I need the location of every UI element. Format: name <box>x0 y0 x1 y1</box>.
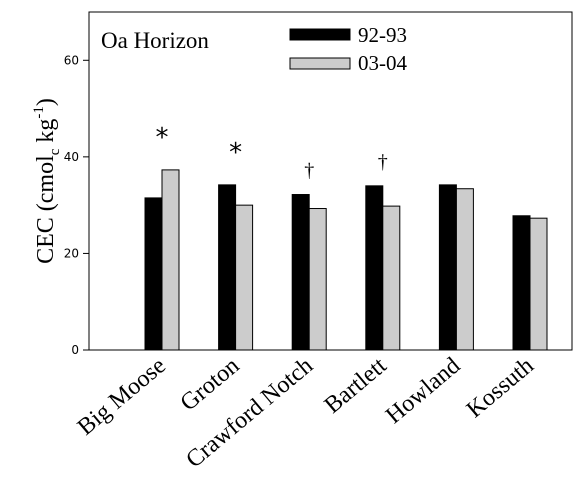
significance-marker-big-moose: * <box>156 123 169 153</box>
y-axis-label-part-4: ) <box>33 98 59 106</box>
bar-03-04-bartlett <box>382 205 401 351</box>
legend-label-03-04: 03-04 <box>358 51 407 75</box>
bar-92-93-crawford-notch <box>291 194 310 351</box>
plot-frame <box>88 11 573 351</box>
y-axis-label-subscript: c <box>47 148 63 155</box>
y-axis-label-part-0: CEC (cmol <box>33 155 59 264</box>
significance-marker-crawford-notch: † <box>304 160 314 182</box>
legend-label-92-93: 92-93 <box>358 23 407 47</box>
bars <box>144 169 548 351</box>
x-tick-label-howland: Howland <box>381 353 465 429</box>
bar-03-04-howland <box>455 188 474 351</box>
x-tick-label-big-moose: Big Moose <box>73 353 171 441</box>
significance-marker-groton: * <box>229 138 242 168</box>
x-tick-label-groton: Groton <box>176 353 245 417</box>
y-tick-label-60: 60 <box>64 53 79 67</box>
legend-swatch-92-93 <box>289 28 351 41</box>
y-axis-label-superscript: -1 <box>31 106 47 119</box>
significance-markers: * * † † <box>156 123 388 182</box>
significance-marker-bartlett: † <box>378 151 388 173</box>
y-tick-label-20: 20 <box>64 246 79 260</box>
x-tick-label-kossuth: Kossuth <box>462 353 539 423</box>
legend: 92-93 03-04 <box>289 23 407 75</box>
y-axis-label-part-2: kg <box>33 119 59 149</box>
bar-92-93-howland <box>438 184 457 351</box>
y-tick-label-40: 40 <box>64 150 79 164</box>
bar-92-93-big-moose <box>144 197 163 351</box>
bar-03-04-big-moose <box>161 169 180 351</box>
bar-92-93-groton <box>218 184 237 351</box>
y-axis: 0 20 40 60 <box>64 53 89 357</box>
panel-label: Oa Horizon <box>101 28 209 53</box>
y-axis-label: CEC (cmolc kg-1) <box>31 98 63 264</box>
legend-swatch-03-04 <box>289 57 351 70</box>
bar-03-04-crawford-notch <box>308 208 327 351</box>
bar-03-04-kossuth <box>529 217 548 351</box>
y-tick-label-0: 0 <box>71 343 79 357</box>
x-tick-label-crawford-notch: Crawford Notch <box>181 353 318 474</box>
bar-92-93-kossuth <box>512 215 531 351</box>
bar-92-93-bartlett <box>365 185 384 351</box>
bar-03-04-groton <box>235 204 254 351</box>
